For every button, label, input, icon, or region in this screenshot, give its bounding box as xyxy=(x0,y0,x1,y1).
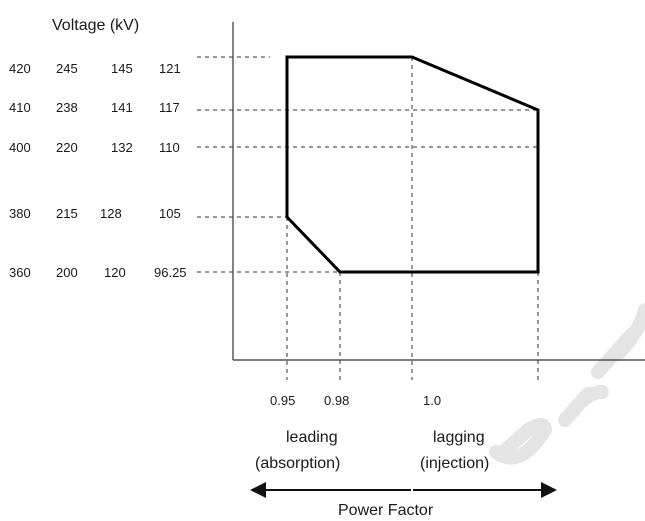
lagging-label: lagging xyxy=(433,429,485,446)
voltage-value: 128 xyxy=(100,206,122,221)
pf-tick-label: 0.95 xyxy=(270,393,295,408)
voltage-value: 132 xyxy=(111,140,133,155)
voltage-title: Voltage (kV) xyxy=(52,17,139,34)
pf-tick-label: 1.0 xyxy=(423,393,441,408)
voltage-value: 215 xyxy=(56,206,78,221)
voltage-value: 110 xyxy=(159,140,180,155)
absorption-label: (absorption) xyxy=(255,455,340,472)
voltage-value: 410 xyxy=(9,100,31,115)
voltage-row: 400 220 132 110 xyxy=(9,140,180,155)
arrow-left-head xyxy=(250,482,266,498)
voltage-row: 380 215 128 105 xyxy=(9,206,181,221)
voltage-value: 145 xyxy=(111,61,133,76)
voltage-value: 121 xyxy=(159,61,181,76)
voltage-row: 420 245 145 121 xyxy=(9,61,181,76)
voltage-value: 220 xyxy=(56,140,78,155)
voltage-value: 120 xyxy=(104,265,126,280)
voltage-value: 245 xyxy=(56,61,78,76)
voltage-row: 410 238 141 117 xyxy=(9,100,180,115)
voltage-value: 420 xyxy=(9,61,31,76)
voltage-value: 238 xyxy=(56,100,78,115)
leading-label: leading xyxy=(286,429,338,446)
draft-watermark xyxy=(489,303,645,465)
voltage-value: 200 xyxy=(56,265,78,280)
voltage-value: 400 xyxy=(9,140,31,155)
operating-region xyxy=(285,55,540,274)
voltage-value: 141 xyxy=(111,100,133,115)
injection-label: (injection) xyxy=(420,455,489,472)
voltage-value: 380 xyxy=(9,206,31,221)
voltage-row: 360 200 120 96.25 xyxy=(9,265,187,280)
voltage-value: 360 xyxy=(9,265,31,280)
pf-tick-label: 0.98 xyxy=(324,393,349,408)
power-factor-title: Power Factor xyxy=(338,502,434,519)
voltage-value: 105 xyxy=(159,206,181,221)
voltage-value: 117 xyxy=(159,100,180,115)
arrow-right-head xyxy=(541,482,557,498)
voltage-value: 96.25 xyxy=(154,265,187,280)
